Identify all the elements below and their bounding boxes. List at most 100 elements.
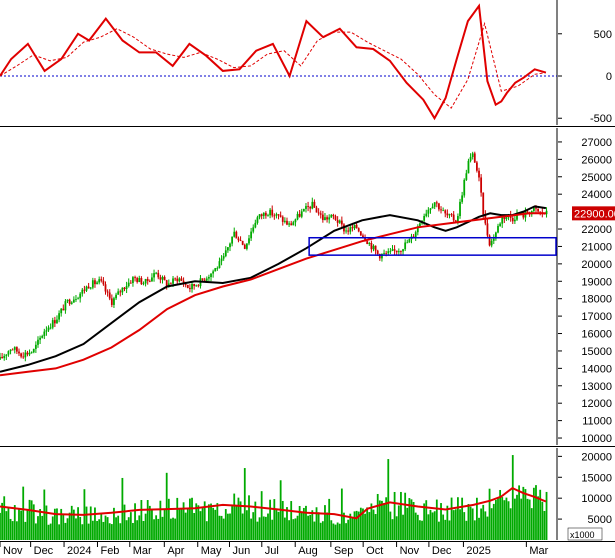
volume-bar xyxy=(271,519,274,540)
price-tick-label: 15000 xyxy=(581,346,612,358)
volume-bar xyxy=(454,509,457,540)
candle-down xyxy=(364,237,366,242)
candle-up xyxy=(37,339,39,345)
volume-bar xyxy=(148,505,151,540)
candle-up xyxy=(3,355,6,359)
candle-up xyxy=(448,214,451,216)
volume-bar xyxy=(376,493,379,540)
candle-down xyxy=(180,278,183,281)
volume-bar xyxy=(395,516,398,540)
volume-bar xyxy=(433,511,436,540)
volume-bar xyxy=(100,514,103,540)
volume-bar xyxy=(429,509,432,540)
volume-tick-label: 20000 xyxy=(581,451,612,463)
volume-bar xyxy=(9,518,12,540)
candle-up xyxy=(13,347,16,350)
volume-bar xyxy=(347,519,350,540)
volume-bar xyxy=(64,522,67,540)
volume-bar xyxy=(60,508,63,540)
candle-up xyxy=(391,249,394,251)
candle-down xyxy=(347,230,350,232)
candle-down xyxy=(184,283,187,285)
volume-bar xyxy=(419,520,421,540)
volume-bar xyxy=(28,499,31,540)
candle-down xyxy=(176,278,179,282)
candle-up xyxy=(345,230,347,232)
volume-bar xyxy=(62,513,65,540)
volume-bar xyxy=(121,477,124,540)
price-tick-label: 10000 xyxy=(581,433,612,445)
volume-bar xyxy=(505,497,508,540)
volume-bar xyxy=(22,486,25,540)
candle-down xyxy=(503,217,506,220)
volume-bar xyxy=(104,515,107,540)
candle-down xyxy=(189,287,191,290)
volume-bar xyxy=(161,516,164,540)
volume-bar xyxy=(492,503,495,540)
volume-bar xyxy=(191,497,193,540)
volume-bar xyxy=(366,507,369,540)
candle-up xyxy=(262,212,265,217)
volume-bar xyxy=(511,455,514,540)
volume-bar xyxy=(123,504,126,540)
candle-up xyxy=(408,239,411,243)
candle-up xyxy=(96,282,98,285)
candle-down xyxy=(370,243,373,250)
volume-bar xyxy=(463,512,466,540)
volume-bar xyxy=(372,509,375,540)
volume-bar xyxy=(362,508,364,540)
candle-down xyxy=(148,280,151,282)
volume-bar xyxy=(340,488,343,540)
candle-down xyxy=(100,279,103,281)
candle-up xyxy=(324,217,326,221)
volume-bar xyxy=(543,510,546,540)
candle-up xyxy=(72,299,75,303)
price-tick-label: 14000 xyxy=(581,363,612,375)
candle-down xyxy=(62,308,65,311)
candle-up xyxy=(195,285,198,287)
volume-bar xyxy=(129,512,132,540)
volume-bar xyxy=(389,511,392,540)
candle-down xyxy=(83,289,86,291)
oscillator-panel: 500 0 -500 xyxy=(0,0,615,127)
candle-up xyxy=(427,209,430,214)
candle-down xyxy=(332,214,335,217)
volume-bar xyxy=(275,508,278,540)
candle-up xyxy=(144,278,147,284)
candle-down xyxy=(170,283,172,285)
volume-bar xyxy=(526,498,529,540)
candle-up xyxy=(330,214,333,218)
volume-bar xyxy=(49,523,52,540)
candle-up xyxy=(305,206,307,209)
candle-down xyxy=(186,284,189,288)
x-tick-label: Sep xyxy=(334,545,354,557)
volume-bar xyxy=(85,506,88,540)
candle-up xyxy=(220,258,223,262)
volume-bar xyxy=(541,501,544,540)
candle-down xyxy=(123,287,126,290)
candle-down xyxy=(140,278,143,285)
candle-up xyxy=(499,223,502,226)
volume-bar xyxy=(545,491,548,540)
volume-bars xyxy=(0,455,548,540)
volume-bar xyxy=(172,517,174,540)
candle-down xyxy=(119,291,122,293)
candle-up xyxy=(368,243,371,244)
candle-down xyxy=(313,201,316,208)
candle-down xyxy=(129,282,132,284)
candle-down xyxy=(279,215,282,217)
volume-bar xyxy=(267,513,269,540)
x-tick-label: Nov xyxy=(400,545,420,557)
candle-up xyxy=(91,280,94,288)
candle-down xyxy=(537,208,539,212)
candle-up xyxy=(497,225,499,233)
volume-bar xyxy=(400,491,402,540)
volume-bar xyxy=(224,509,227,540)
volume-bar xyxy=(516,494,518,540)
volume-bar xyxy=(353,511,356,540)
candle-up xyxy=(212,271,215,274)
candle-down xyxy=(315,207,318,213)
candle-up xyxy=(416,226,419,233)
volume-bar xyxy=(286,507,288,540)
volume-bar xyxy=(233,493,236,540)
